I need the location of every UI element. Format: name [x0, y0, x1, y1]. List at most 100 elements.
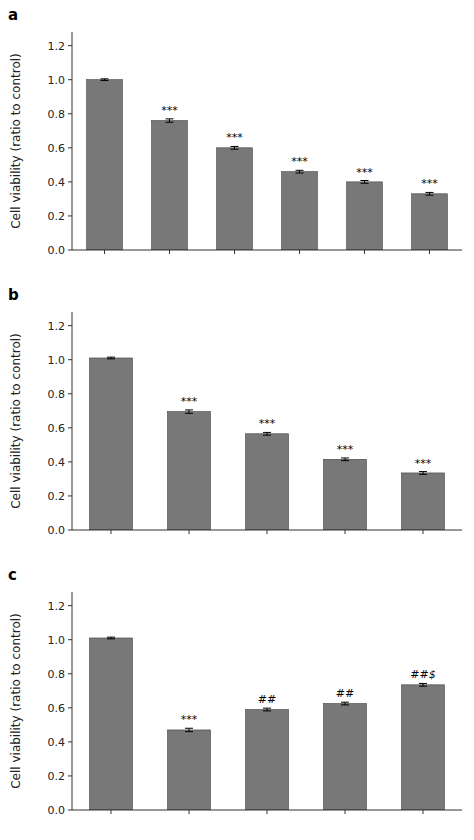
y-tick-label: 0.4 [48, 736, 66, 749]
y-tick [68, 810, 72, 811]
annotation: *** [337, 443, 354, 456]
annotation: *** [291, 155, 308, 168]
annotation: *** [181, 713, 198, 726]
y-axis-label: Cell viability (ratio to control) [9, 333, 23, 509]
x-axis-line [72, 250, 462, 251]
error-bar [426, 192, 434, 195]
bar [246, 710, 289, 810]
x-tick [299, 250, 300, 254]
panel: b0.00.20.40.60.81.01.2Cell viability (ra… [8, 286, 462, 537]
annotation: *** [226, 131, 243, 144]
bar [402, 685, 445, 810]
panel: a0.00.20.40.60.81.01.2Cell viability (ra… [8, 6, 462, 257]
figure: a 0.0 0.2 0.4 0.6 0.8 1.0 1.2 Cell viability (ra… [0, 0, 474, 840]
y-tick-label: 1.2 [48, 40, 66, 53]
y-tick [68, 673, 72, 674]
y-tick [68, 325, 72, 326]
y-tick [68, 113, 72, 114]
x-tick [189, 530, 190, 534]
marks [87, 79, 448, 250]
panel-label: c [8, 566, 17, 584]
bar [246, 434, 289, 530]
bar [90, 358, 133, 530]
x-axis-line [72, 530, 462, 531]
y-tick-label: 0.6 [48, 142, 66, 155]
y-tick [68, 181, 72, 182]
error-bar [185, 728, 193, 731]
y-tick [68, 775, 72, 776]
y-tick [68, 45, 72, 46]
x-tick [234, 250, 235, 254]
x-axis-line [72, 810, 462, 811]
annotation: *** [161, 104, 178, 117]
x-tick [267, 810, 268, 814]
y-tick [68, 427, 72, 428]
y-tick [68, 495, 72, 496]
annotation: *** [181, 395, 198, 408]
error-bar [107, 357, 115, 359]
x-tick [111, 530, 112, 534]
y-tick [68, 79, 72, 80]
y-axis-label: Cell viability (ratio to control) [9, 613, 23, 789]
x-tick [345, 810, 346, 814]
error-bar [231, 146, 239, 149]
y-tick [68, 530, 72, 531]
y-axis-line [72, 592, 73, 810]
bar [412, 194, 448, 250]
bar [217, 148, 253, 250]
x-tick [345, 530, 346, 534]
x-tick [423, 530, 424, 534]
error-bar [419, 683, 427, 686]
bar [152, 121, 188, 250]
bar [324, 459, 367, 530]
x-tick [429, 250, 430, 254]
y-tick-label: 0.6 [48, 702, 66, 715]
error-bar [166, 119, 174, 122]
y-tick-label: 1.2 [48, 320, 66, 333]
error-bar [341, 702, 349, 705]
y-tick-label: 0.8 [48, 108, 66, 121]
x-tick [189, 810, 190, 814]
y-tick [68, 147, 72, 148]
error-bar [263, 432, 271, 435]
y-tick [68, 461, 72, 462]
y-tick-label: 1.0 [48, 354, 66, 367]
y-tick-label: 0.2 [48, 770, 66, 783]
annotation: *** [356, 166, 373, 179]
bar [402, 473, 445, 530]
y-tick [68, 605, 72, 606]
x-tick [104, 250, 105, 254]
annotation: *** [415, 457, 432, 470]
bar [168, 412, 211, 530]
error-bar [419, 472, 427, 475]
y-tick [68, 250, 72, 251]
y-tick-label: 1.2 [48, 600, 66, 613]
y-tick-label: 0.2 [48, 210, 66, 223]
panel-label: a [8, 6, 18, 24]
annotation: ##$ [410, 668, 435, 681]
y-tick-label: 1.0 [48, 74, 66, 87]
y-axis-line [72, 312, 73, 530]
x-tick [423, 810, 424, 814]
y-axis-line [72, 32, 73, 250]
error-bar [185, 410, 193, 413]
y-tick [68, 707, 72, 708]
y-tick [68, 393, 72, 394]
error-bar [296, 170, 304, 173]
y-tick [68, 215, 72, 216]
y-tick [68, 741, 72, 742]
x-tick [111, 810, 112, 814]
error-bar [107, 637, 115, 639]
y-tick-label: 0.8 [48, 388, 66, 401]
x-tick [267, 530, 268, 534]
y-tick-label: 0.0 [48, 804, 66, 817]
bar [90, 638, 133, 810]
annotation: *** [259, 417, 276, 430]
y-tick-label: 0.8 [48, 668, 66, 681]
annotation: ## [258, 693, 276, 706]
panel: c0.00.20.40.60.81.01.2Cell viability (ra… [8, 566, 462, 817]
marks [90, 357, 445, 530]
y-tick [68, 639, 72, 640]
y-tick-label: 0.0 [48, 244, 66, 257]
y-tick-label: 0.0 [48, 524, 66, 537]
